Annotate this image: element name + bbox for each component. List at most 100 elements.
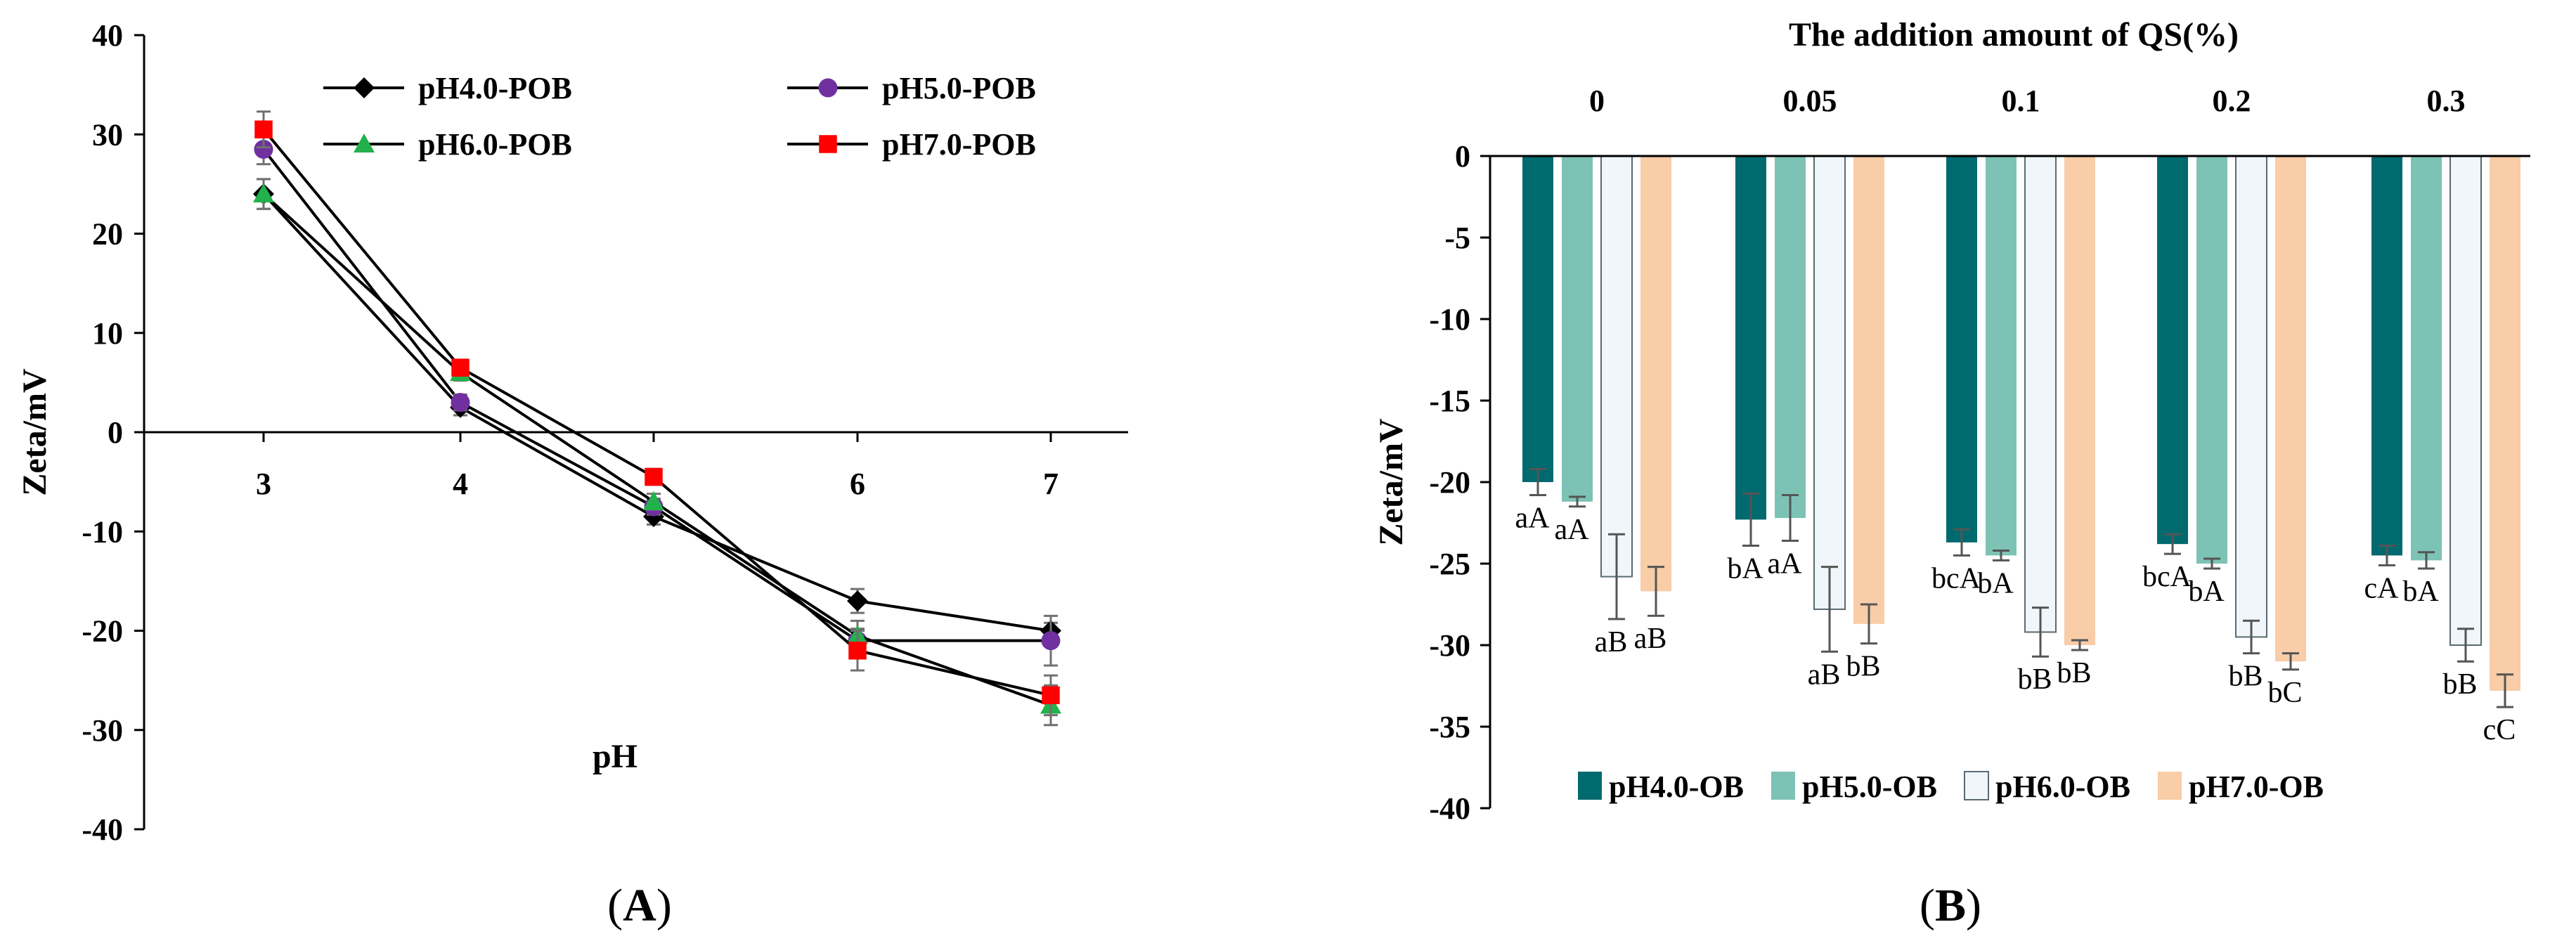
panel-a-line-chart: 40 30 20 10 0 -10 -20 -30 -40 3 4 6 7 Zeta/mV pH pH4.0-… xyxy=(16,18,1128,847)
series-line xyxy=(262,128,1051,697)
legend-swatch xyxy=(2158,772,2182,800)
y-tick-label: -35 xyxy=(1429,710,1470,744)
legend: pH4.0-OB pH5.0-OB pH6.0-OB pH7.0-OB xyxy=(1578,770,2324,804)
significance-label: bA xyxy=(2402,576,2439,608)
legend-label: pH5.0-POB xyxy=(882,71,1036,105)
data-point xyxy=(847,590,868,612)
error-bar xyxy=(2203,557,2220,570)
error-bar xyxy=(1529,467,1546,497)
error-bar xyxy=(1648,566,1664,617)
bar xyxy=(2024,155,2057,633)
significance-label: bA xyxy=(2188,576,2225,608)
error-bar xyxy=(1742,492,1759,547)
bar xyxy=(2449,155,2482,646)
error-bar xyxy=(1608,533,1625,621)
data-point xyxy=(643,491,664,510)
bar xyxy=(1735,156,1766,520)
significance-label: bB xyxy=(1846,651,1880,683)
error-bar xyxy=(2378,544,2395,566)
legend-swatch xyxy=(1771,772,1795,800)
series-line xyxy=(262,148,1051,642)
bar xyxy=(1775,156,1806,519)
y-tick-label: -30 xyxy=(1429,628,1470,663)
error-bar xyxy=(1782,494,1799,543)
bar xyxy=(2490,156,2520,691)
bar xyxy=(1600,155,1633,578)
y-tick-label: -40 xyxy=(1429,791,1470,826)
bar xyxy=(2411,156,2442,561)
legend-label: pH5.0-OB xyxy=(1802,770,1937,804)
y-tick-label: -20 xyxy=(82,614,123,649)
error-bar xyxy=(1860,603,1877,645)
y-tick-label: 10 xyxy=(92,316,123,351)
bar xyxy=(1522,156,1553,482)
panel-b-label: (B) xyxy=(1920,880,1981,931)
category-label: 0.3 xyxy=(2427,84,2466,118)
error-bar xyxy=(2071,639,2088,651)
category-label: 0.1 xyxy=(2002,84,2040,118)
legend: pH4.0-POB pH5.0-POB pH6.0-POB pH7.0-POB xyxy=(323,71,1036,162)
legend-item: pH6.0-OB xyxy=(1964,770,2130,804)
legend-item: pH6.0-POB xyxy=(323,127,572,162)
significance-label: bA xyxy=(1977,567,2014,599)
y-tick-label: 30 xyxy=(92,117,123,152)
error-bar xyxy=(1993,549,2009,562)
legend-marker xyxy=(818,78,838,98)
series-pH7.0-POB xyxy=(254,110,1060,717)
significance-label: aB xyxy=(1808,658,1841,691)
chart-title: The addition amount of QS(%) xyxy=(1789,16,2239,53)
category-label: 0.05 xyxy=(1783,84,1837,118)
data-point xyxy=(253,183,274,202)
legend-label: pH4.0-OB xyxy=(1609,770,1744,804)
series-pH4.0-OB xyxy=(1522,156,2402,566)
significance-label: aA xyxy=(1555,514,1590,546)
y-axis-title: Zeta/mV xyxy=(16,368,53,496)
x-tick-label: 3 xyxy=(256,467,271,501)
panel-a-label: (A) xyxy=(607,880,672,931)
x-tick-label: 6 xyxy=(850,467,865,501)
significance-label: cA xyxy=(2364,572,2400,604)
series-pH6.0-OB xyxy=(1600,155,2482,663)
legend-label: pH6.0-POB xyxy=(418,127,572,162)
legend-marker xyxy=(819,135,837,153)
panel-b-bar-chart: The addition amount of QS(%) 0 -5 -10 -15 -20… xyxy=(1373,16,2530,826)
legend-marker xyxy=(354,134,375,152)
legend-label: pH4.0-POB xyxy=(418,71,572,105)
significance-label: cC xyxy=(2483,714,2516,746)
data-point xyxy=(254,139,273,159)
significance-label: bA xyxy=(1727,552,1763,585)
y-tick-label: 0 xyxy=(1455,139,1470,174)
y-tick-label: -25 xyxy=(1429,547,1470,581)
error-bar xyxy=(2164,533,2181,555)
significance-label: aA xyxy=(1768,548,1803,580)
bar xyxy=(1562,156,1593,502)
significance-label: bB xyxy=(2442,668,2477,701)
legend-item: pH7.0-POB xyxy=(787,127,1036,162)
x-tick-label: 7 xyxy=(1043,467,1059,501)
x-tick-label: 4 xyxy=(453,467,468,501)
bar xyxy=(2371,156,2402,556)
data-point xyxy=(645,467,663,486)
significance-label: aB xyxy=(1634,623,1667,655)
significance-label: bB xyxy=(2228,661,2263,693)
significance-label: bC xyxy=(2267,677,2302,709)
bar xyxy=(1946,156,1977,543)
legend-label: pH7.0-POB xyxy=(882,127,1036,162)
data-point xyxy=(254,120,273,138)
bar xyxy=(1640,156,1671,592)
significance-label: bB xyxy=(2057,657,2091,689)
legend-swatch xyxy=(1578,772,1602,800)
category-label: 0.2 xyxy=(2213,84,2251,118)
data-point xyxy=(451,358,470,377)
bar xyxy=(2157,156,2188,545)
legend-swatch xyxy=(1964,771,1989,800)
y-tick-label: 20 xyxy=(92,217,123,252)
error-bar xyxy=(2497,673,2513,708)
error-bar xyxy=(2243,619,2260,655)
legend-item: pH5.0-OB xyxy=(1771,770,1937,804)
bar xyxy=(1813,155,1846,610)
series-pH5.0-OB xyxy=(1562,156,2442,570)
y-tick-label: -5 xyxy=(1444,221,1470,255)
y-tick-label: -10 xyxy=(1429,302,1470,337)
